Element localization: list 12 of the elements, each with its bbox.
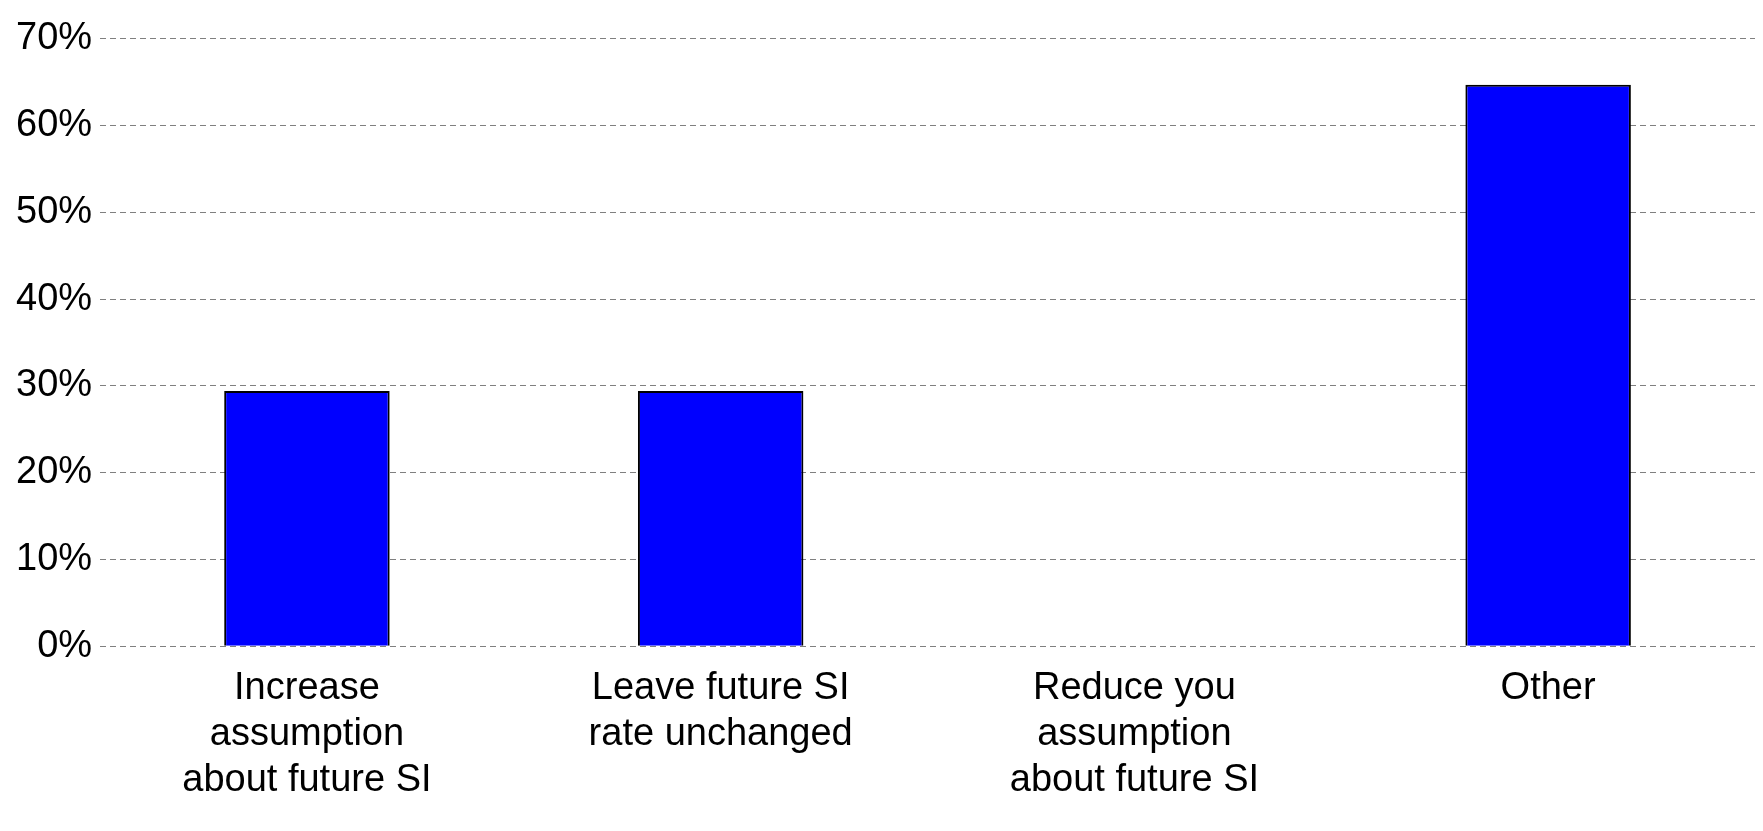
y-tick-label: 60% (15, 102, 93, 145)
y-tick-label: 70% (15, 15, 93, 58)
x-tick-label: Leave future SI rate unchanged (588, 665, 853, 754)
y-tick-label: 10% (15, 535, 93, 578)
x-tick-label: Increase assumption about future SI (182, 665, 432, 799)
x-tick-label: Reduce you assumption about future SI (1009, 665, 1260, 799)
y-tick-label: 0% (37, 622, 93, 665)
y-tick-label: 50% (15, 188, 93, 231)
x-tick-label: Other (1500, 665, 1596, 708)
y-tick-label: 20% (15, 449, 93, 492)
y-tick-label: 30% (15, 362, 93, 405)
y-tick-label: 40% (15, 275, 93, 318)
